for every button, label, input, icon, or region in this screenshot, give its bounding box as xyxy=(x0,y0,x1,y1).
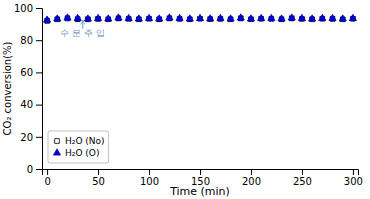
point xyxy=(125,14,132,20)
tick-mark xyxy=(353,169,354,175)
tick-label: 20 xyxy=(20,132,33,143)
tick: 300 xyxy=(344,169,363,187)
legend-label: H₂O (O) xyxy=(65,148,99,158)
point xyxy=(319,14,326,20)
tick-label: 80 xyxy=(20,35,33,46)
legend-label: H₂O (No) xyxy=(65,136,105,146)
point xyxy=(115,14,122,20)
tick-mark xyxy=(36,105,42,106)
tick: 20 xyxy=(20,132,42,143)
tick-label: 50 xyxy=(92,176,105,187)
tick-mark xyxy=(36,8,42,9)
legend-item: H₂O (No) xyxy=(55,136,105,146)
tick-label: 0 xyxy=(27,164,33,175)
tick: 80 xyxy=(20,35,42,46)
tick: 60 xyxy=(20,67,42,78)
tick-label: 40 xyxy=(20,99,33,110)
tick: 100 xyxy=(14,3,42,14)
point xyxy=(176,14,183,20)
tick-label: 200 xyxy=(242,176,261,187)
tick: 0 xyxy=(27,164,42,175)
point xyxy=(156,15,163,21)
point xyxy=(84,15,91,21)
point xyxy=(237,14,244,20)
point xyxy=(186,15,193,21)
point xyxy=(54,15,61,21)
tick-label: 300 xyxy=(344,176,363,187)
tick-label: 100 xyxy=(14,3,33,14)
tick: 40 xyxy=(20,99,42,110)
marks xyxy=(44,14,357,23)
tick-label: 60 xyxy=(20,67,33,78)
point xyxy=(95,14,102,20)
tick-mark xyxy=(47,169,48,175)
tick-label: 100 xyxy=(140,176,159,187)
tick-label: 250 xyxy=(293,176,312,187)
tick-mark xyxy=(36,40,42,41)
legend: H₂O (No) H₂O (O) xyxy=(48,131,109,163)
point xyxy=(258,14,265,20)
annotation: 수 분 주 입 xyxy=(60,28,105,38)
point xyxy=(74,14,81,20)
point xyxy=(339,15,346,21)
legend-symbol xyxy=(55,139,60,144)
tick-mark xyxy=(149,169,150,175)
point xyxy=(64,14,71,20)
tick: 0 xyxy=(44,169,50,187)
tick-label: 0 xyxy=(44,176,50,187)
point xyxy=(268,14,275,20)
tick-mark xyxy=(36,72,42,73)
y-axis: 0 20 40 60 80 100 xyxy=(14,3,43,175)
point xyxy=(217,14,224,20)
point xyxy=(145,14,152,20)
tick: 200 xyxy=(242,169,261,187)
point xyxy=(135,15,142,21)
point xyxy=(298,14,305,20)
point xyxy=(349,14,356,20)
chart-container: 050100150200250300020406080100수 분 주 입H₂O… xyxy=(0,0,370,199)
tick-mark xyxy=(36,137,42,138)
point xyxy=(288,14,295,20)
legend-symbol xyxy=(53,149,60,155)
axis-domain xyxy=(43,170,359,176)
point xyxy=(207,15,214,21)
point xyxy=(247,15,254,21)
tick: 100 xyxy=(140,169,159,187)
point xyxy=(44,16,51,22)
tick-mark xyxy=(98,169,99,175)
x-axis-title: Time (min) xyxy=(169,185,230,198)
point xyxy=(309,15,316,21)
tick: 50 xyxy=(92,169,105,187)
series xyxy=(44,14,357,22)
tick-mark xyxy=(251,169,252,175)
point xyxy=(278,15,285,21)
tick: 250 xyxy=(293,169,312,187)
point xyxy=(329,14,336,20)
point xyxy=(166,14,173,20)
point xyxy=(105,15,112,21)
point xyxy=(196,14,203,20)
axis-domain xyxy=(36,9,43,170)
chart-svg: 050100150200250300020406080100수 분 주 입H₂O… xyxy=(0,0,370,199)
point xyxy=(227,15,234,21)
plot-area: 050100150200250300020406080100수 분 주 입H₂O… xyxy=(14,3,363,187)
legend-frame xyxy=(48,131,109,163)
tick-mark xyxy=(302,169,303,175)
y-axis-title: CO₂ conversion(%) xyxy=(2,41,13,135)
tick-mark xyxy=(200,169,201,175)
tick-mark xyxy=(36,169,42,170)
legend-item: H₂O (O) xyxy=(53,148,99,158)
